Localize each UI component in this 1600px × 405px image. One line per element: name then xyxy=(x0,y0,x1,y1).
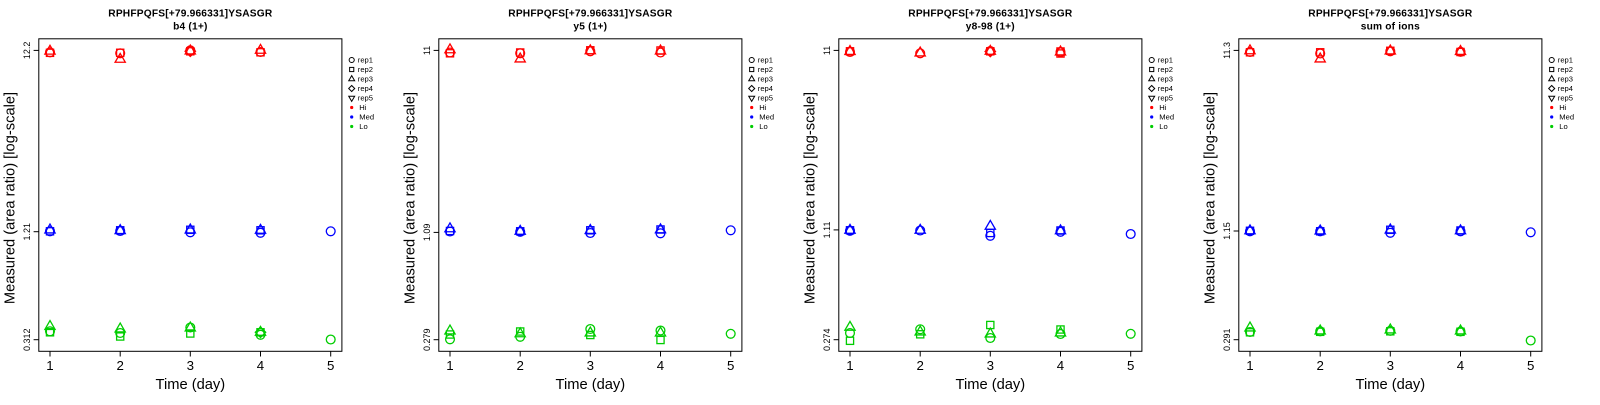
svg-text:Time (day): Time (day) xyxy=(156,377,226,393)
svg-text:RPHFPQFS[+79.966331]YSASGR: RPHFPQFS[+79.966331]YSASGR xyxy=(1308,9,1473,20)
svg-text:Time (day): Time (day) xyxy=(1356,377,1426,393)
svg-text:1.11: 1.11 xyxy=(822,221,832,238)
svg-text:Time (day): Time (day) xyxy=(956,377,1026,393)
svg-text:1: 1 xyxy=(446,358,453,373)
svg-text:y8-98 (1+): y8-98 (1+) xyxy=(966,21,1015,32)
svg-text:2: 2 xyxy=(516,358,523,373)
svg-text:11: 11 xyxy=(422,46,432,55)
svg-text:Measured (area ratio) [log-sca: Measured (area ratio) [log-scale] xyxy=(1203,92,1219,304)
svg-text:0.312: 0.312 xyxy=(22,328,32,351)
svg-text:rep1: rep1 xyxy=(1558,56,1573,65)
svg-text:rep4: rep4 xyxy=(358,84,373,93)
svg-text:Measured (area ratio) [log-sca: Measured (area ratio) [log-scale] xyxy=(803,92,819,304)
svg-text:4: 4 xyxy=(257,358,264,373)
svg-text:Hi: Hi xyxy=(1559,103,1566,112)
svg-text:3: 3 xyxy=(587,358,594,373)
svg-text:Hi: Hi xyxy=(759,103,766,112)
svg-text:3: 3 xyxy=(987,358,994,373)
svg-text:0.274: 0.274 xyxy=(822,328,832,351)
svg-text:3: 3 xyxy=(1387,358,1394,373)
svg-text:Lo: Lo xyxy=(759,122,767,131)
svg-text:rep1: rep1 xyxy=(358,56,373,65)
svg-text:0.291: 0.291 xyxy=(1222,328,1232,351)
svg-text:Time (day): Time (day) xyxy=(556,377,626,393)
svg-text:Hi: Hi xyxy=(359,103,366,112)
svg-text:5: 5 xyxy=(327,358,334,373)
svg-text:5: 5 xyxy=(727,358,734,373)
svg-text:Lo: Lo xyxy=(359,122,367,131)
svg-text:rep4: rep4 xyxy=(758,84,773,93)
svg-text:sum of ions: sum of ions xyxy=(1361,21,1420,32)
svg-text:1: 1 xyxy=(1246,358,1253,373)
svg-text:5: 5 xyxy=(1127,358,1134,373)
svg-text:rep3: rep3 xyxy=(358,75,373,84)
svg-text:Med: Med xyxy=(1559,113,1574,122)
svg-text:rep1: rep1 xyxy=(758,56,773,65)
svg-text:12.2: 12.2 xyxy=(22,42,32,60)
svg-text:y5 (1+): y5 (1+) xyxy=(573,21,607,32)
svg-text:Measured (area ratio) [log-sca: Measured (area ratio) [log-scale] xyxy=(403,92,419,304)
svg-text:Lo: Lo xyxy=(1559,122,1567,131)
svg-text:rep2: rep2 xyxy=(758,65,773,74)
svg-text:11.3: 11.3 xyxy=(1222,42,1232,59)
svg-text:1: 1 xyxy=(846,358,853,373)
svg-text:rep5: rep5 xyxy=(358,94,373,103)
svg-text:Lo: Lo xyxy=(1159,122,1167,131)
svg-text:RPHFPQFS[+79.966331]YSASGR: RPHFPQFS[+79.966331]YSASGR xyxy=(108,9,273,20)
svg-text:Hi: Hi xyxy=(1159,103,1166,112)
svg-text:rep5: rep5 xyxy=(758,94,773,103)
svg-text:rep1: rep1 xyxy=(1158,56,1173,65)
svg-text:2: 2 xyxy=(116,358,123,373)
svg-text:11: 11 xyxy=(822,46,832,55)
svg-text:1.15: 1.15 xyxy=(1222,222,1232,240)
svg-text:1.21: 1.21 xyxy=(22,223,32,241)
svg-text:Med: Med xyxy=(1159,113,1174,122)
svg-text:rep5: rep5 xyxy=(1558,94,1573,103)
svg-text:rep4: rep4 xyxy=(1158,84,1173,93)
svg-text:b4 (1+): b4 (1+) xyxy=(173,21,207,32)
svg-text:4: 4 xyxy=(657,358,664,373)
svg-text:rep3: rep3 xyxy=(1158,75,1173,84)
svg-text:1: 1 xyxy=(46,358,53,373)
svg-text:RPHFPQFS[+79.966331]YSASGR: RPHFPQFS[+79.966331]YSASGR xyxy=(908,9,1073,20)
svg-text:rep5: rep5 xyxy=(1158,94,1173,103)
svg-text:1.09: 1.09 xyxy=(422,224,432,242)
svg-text:rep2: rep2 xyxy=(358,65,373,74)
svg-text:RPHFPQFS[+79.966331]YSASGR: RPHFPQFS[+79.966331]YSASGR xyxy=(508,9,673,20)
svg-text:Measured (area ratio) [log-sca: Measured (area ratio) [log-scale] xyxy=(3,92,19,304)
svg-text:rep2: rep2 xyxy=(1558,65,1573,74)
svg-text:2: 2 xyxy=(1316,358,1323,373)
svg-text:3: 3 xyxy=(187,358,194,373)
svg-text:rep3: rep3 xyxy=(758,75,773,84)
svg-text:rep4: rep4 xyxy=(1558,84,1573,93)
svg-text:rep3: rep3 xyxy=(1558,75,1573,84)
svg-text:2: 2 xyxy=(916,358,923,373)
svg-text:0.279: 0.279 xyxy=(422,328,432,351)
svg-text:5: 5 xyxy=(1527,358,1534,373)
svg-text:rep2: rep2 xyxy=(1158,65,1173,74)
svg-text:Med: Med xyxy=(759,113,774,122)
svg-text:4: 4 xyxy=(1457,358,1464,373)
svg-text:4: 4 xyxy=(1057,358,1064,373)
svg-text:Med: Med xyxy=(359,113,374,122)
